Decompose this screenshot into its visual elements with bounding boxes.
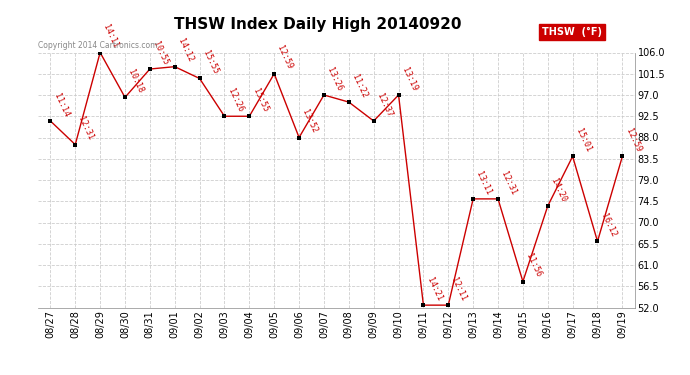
Text: 13:26: 13:26: [325, 66, 344, 92]
Text: 14:11: 14:11: [101, 23, 120, 50]
Text: 12:59: 12:59: [624, 127, 642, 154]
Text: 16:12: 16:12: [599, 212, 618, 238]
Text: 13:19: 13:19: [400, 66, 419, 92]
Text: 14:12: 14:12: [176, 38, 195, 64]
Text: 10:18: 10:18: [126, 68, 145, 94]
Text: 12:26: 12:26: [226, 87, 244, 114]
Text: 12:11: 12:11: [450, 276, 469, 302]
Text: 15:55: 15:55: [250, 87, 270, 114]
Text: 12:37: 12:37: [375, 92, 394, 118]
Text: 11:22: 11:22: [351, 73, 369, 99]
Text: THSW  (°F): THSW (°F): [542, 27, 602, 37]
Text: 15:55: 15:55: [201, 49, 219, 76]
Text: 12:31: 12:31: [77, 116, 95, 142]
Text: 13:11: 13:11: [475, 170, 493, 196]
Text: 11:56: 11:56: [524, 252, 543, 279]
Text: 12:59: 12:59: [275, 45, 295, 71]
Text: 11:14: 11:14: [52, 92, 70, 118]
Text: 10:55: 10:55: [151, 40, 170, 66]
Text: 15:01: 15:01: [574, 127, 593, 154]
Text: THSW Index Daily High 20140920: THSW Index Daily High 20140920: [174, 17, 461, 32]
Text: 12:31: 12:31: [500, 170, 518, 196]
Text: 13:52: 13:52: [300, 108, 319, 135]
Text: 14:21: 14:21: [425, 276, 444, 302]
Text: 14:20: 14:20: [549, 177, 568, 203]
Text: Copyright 2014 Cartronics.com: Copyright 2014 Cartronics.com: [38, 41, 157, 50]
